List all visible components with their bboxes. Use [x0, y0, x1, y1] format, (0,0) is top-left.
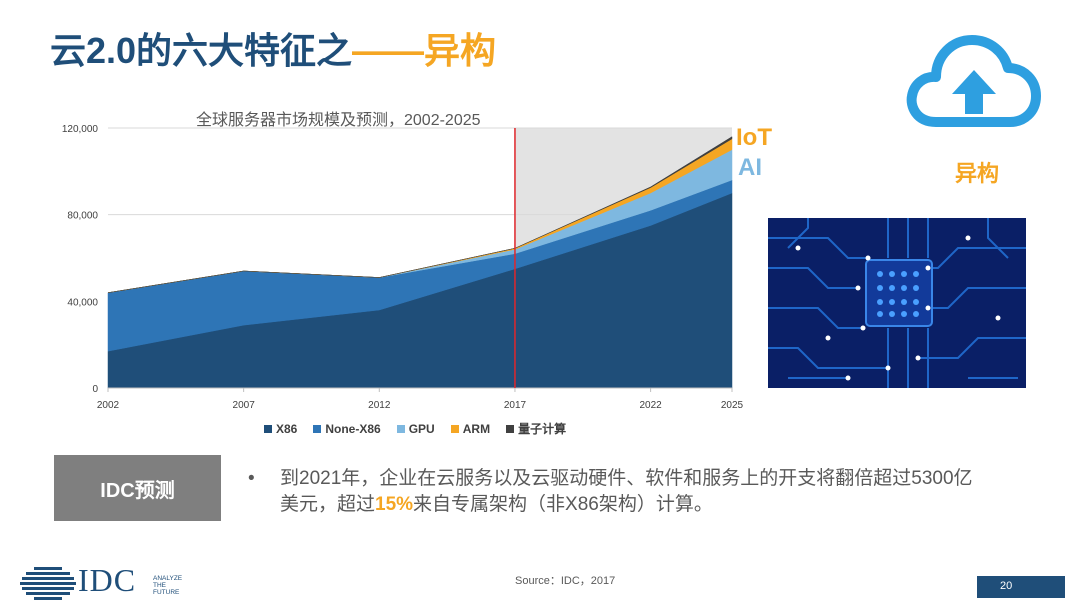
area-chart: 0 40,000 80,000 120,000 2002 2007 2012 2017 2022…: [62, 124, 744, 411]
chart-title: 全球服务器市场规模及预测，2002-2025: [196, 112, 481, 129]
idc-logo-text: IDC: [78, 562, 137, 598]
tagline-line-2: THE: [153, 582, 166, 589]
idc-logo-tagline: ANALYZE THE FUTURE: [153, 575, 193, 596]
legend-item: ARM: [450, 420, 491, 437]
legend-label: GPU: [408, 421, 435, 436]
page-number-bar: [977, 576, 1065, 598]
legend-label: X86: [276, 421, 298, 436]
bullet-text-part2: 来自专属架构（非X86架构）计算。: [413, 494, 713, 515]
legend-swatch: [506, 424, 515, 433]
y-tick-label: 120,000: [62, 124, 99, 135]
iot-label: IoT: [736, 124, 772, 151]
idc-forecast-box: IDC预测: [54, 455, 221, 521]
y-tick-label: 40,000: [67, 297, 98, 308]
hetero-label: 异构: [955, 161, 1000, 186]
x-tick-label: 2012: [368, 400, 391, 411]
chart-legend: X86 None-X86 GPU ARM 量子计算: [264, 420, 566, 437]
tagline-line-3: FUTURE: [153, 589, 180, 596]
legend-swatch: [396, 424, 405, 433]
bullet-text-part1: 到2021年，企业在云服务以及云驱动硬件、软件和服务上的开支将翻倍超过5300亿…: [280, 468, 973, 515]
idc-globe-icon: [20, 567, 76, 600]
title-accent: 异构: [424, 30, 497, 71]
y-tick-label: 0: [92, 384, 98, 395]
x-tick-label: 2025: [721, 400, 744, 411]
legend-swatch: [450, 424, 459, 433]
ai-label: AI: [738, 154, 762, 181]
cloud-upload-icon: [906, 35, 1041, 127]
legend-item: None-X86: [313, 420, 381, 437]
legend-item: X86: [264, 420, 297, 437]
page-number: 20: [1000, 580, 1013, 592]
bullet-text: 到2021年，企业在云服务以及云驱动硬件、软件和服务上的开支将翻倍超过5300亿…: [280, 466, 980, 518]
legend-item: GPU: [396, 420, 435, 437]
legend-swatch: [313, 424, 322, 433]
legend-label: None-X86: [325, 421, 381, 436]
x-tick-label: 2007: [233, 400, 256, 411]
area--: [107, 136, 733, 293]
y-tick-label: 80,000: [67, 211, 98, 222]
slide-title: 云2.0的六大特征之——异构: [50, 22, 496, 74]
x-tick-label: 2022: [639, 400, 662, 411]
source-note: Source：IDC，2017: [515, 575, 616, 587]
legend-swatch: [264, 424, 272, 433]
circuit-board-image: [768, 218, 1026, 388]
bullet-dot: •: [248, 468, 255, 489]
legend-item: 量子计算: [506, 420, 566, 437]
legend-label: ARM: [462, 421, 491, 436]
legend-label: 量子计算: [518, 422, 567, 436]
title-main: 云2.0的六大特征之: [50, 30, 353, 71]
x-tick-label: 2017: [504, 400, 527, 411]
bullet-highlight: 15%: [375, 494, 414, 515]
tagline-line-1: ANALYZE: [153, 575, 183, 582]
title-dash: ——: [352, 30, 425, 71]
x-tick-label: 2002: [97, 400, 120, 411]
